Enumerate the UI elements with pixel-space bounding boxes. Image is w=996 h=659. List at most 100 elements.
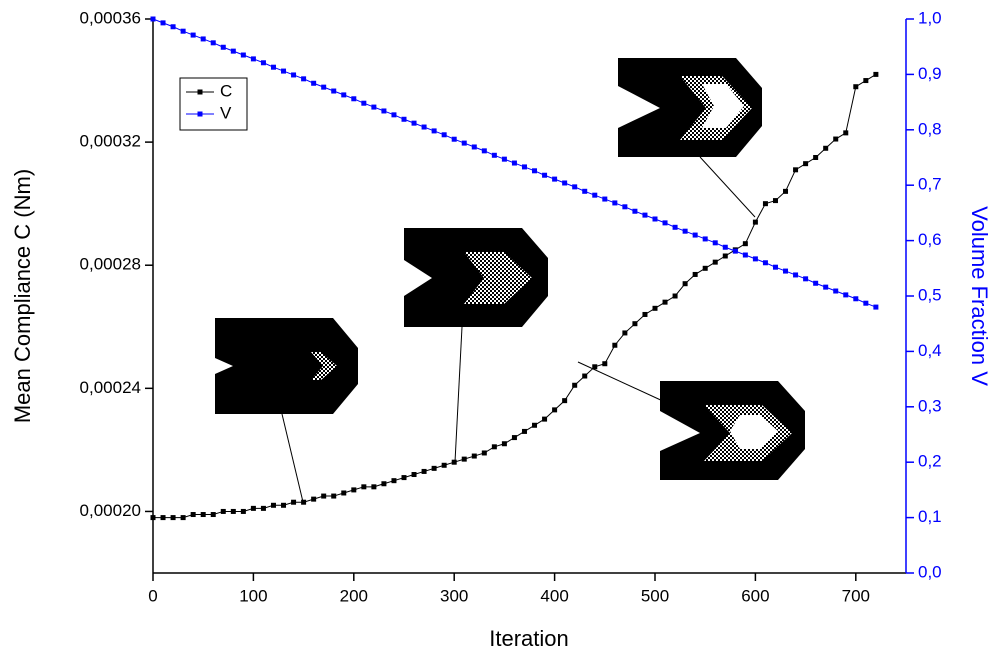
leader-line [454,326,463,463]
data-point [301,499,307,505]
x-tick-label: 600 [741,586,769,605]
data-point [843,292,849,298]
data-point [431,128,437,134]
data-point [682,281,688,287]
x-tick-label: 500 [641,586,669,605]
data-point [732,248,738,254]
inset-topology [660,381,805,480]
data-point [772,264,778,270]
data-point [411,472,417,478]
data-point [150,16,156,22]
y-tick-label: 0,00032 [80,132,141,151]
data-point [572,184,578,190]
data-point [461,456,467,462]
data-point [491,444,497,450]
data-point [752,256,758,262]
series [150,16,879,310]
data-point [873,71,879,77]
data-point [602,361,608,367]
data-point [672,293,678,299]
data-point [391,112,397,118]
data-point [160,515,166,521]
inset-topology [215,318,358,414]
leader-line [281,413,304,503]
y-axis-title: Mean Compliance C (Nm) [10,169,35,423]
data-point [622,330,628,336]
data-point [813,280,819,286]
data-point [592,192,598,198]
data-point [361,100,367,106]
data-point [742,252,748,258]
data-point [562,180,568,186]
data-point [532,422,538,428]
data-point [552,176,558,182]
data-point [230,508,236,514]
data-point [481,148,487,154]
data-point [441,132,447,138]
data-point [391,478,397,484]
data-point [752,219,758,225]
y2-tick-label: 0,6 [918,230,942,249]
data-point [461,140,467,146]
data-point [210,40,216,46]
leader-line [699,156,756,218]
data-point [441,462,447,468]
data-point [170,515,176,521]
y2-tick-label: 0,3 [918,396,942,415]
y2-tick-label: 0,1 [918,507,942,526]
data-point [401,116,407,122]
y-tick-label: 0,00028 [80,255,141,274]
data-point [873,304,879,310]
data-point [220,508,226,514]
data-point [471,453,477,459]
data-point [190,512,196,518]
data-point [311,80,317,86]
inset-topology [404,228,548,327]
data-point [622,204,628,210]
data-point [331,493,337,499]
data-point [281,502,287,508]
data-point [722,244,728,250]
data-point [793,167,799,173]
data-point [682,228,688,234]
data-point [481,450,487,456]
data-point [652,216,658,222]
data-point [421,468,427,474]
data-point [823,284,829,290]
data-point [521,428,527,434]
data-point [451,459,457,465]
data-point [311,496,317,502]
data-point [722,253,728,259]
y-tick-label: 0,00020 [80,501,141,520]
data-point [471,144,477,150]
data-point [341,92,347,98]
data-point [521,164,527,170]
y2-axis-title: Volume Fraction V [967,206,992,386]
inset-topology [618,58,762,157]
data-point [702,265,708,271]
data-point [250,505,256,511]
x-tick-label: 300 [440,586,468,605]
data-point [702,236,708,242]
data-point [160,20,166,26]
data-point [843,130,849,136]
data-point [853,84,859,90]
topology-insets [215,58,805,503]
data-point [411,120,417,126]
legend-box [179,77,248,131]
data-point [813,155,819,160]
data-point [793,272,799,278]
series [150,71,879,521]
data-point [662,299,668,305]
data-point [542,172,548,178]
data-point [833,136,839,142]
data-point [602,196,608,202]
data-point [351,96,357,102]
data-point [582,373,588,379]
data-point [240,52,246,58]
data-point [381,108,387,114]
data-point [762,201,768,207]
y2-tick-label: 0,8 [918,119,942,138]
data-point [642,212,648,218]
